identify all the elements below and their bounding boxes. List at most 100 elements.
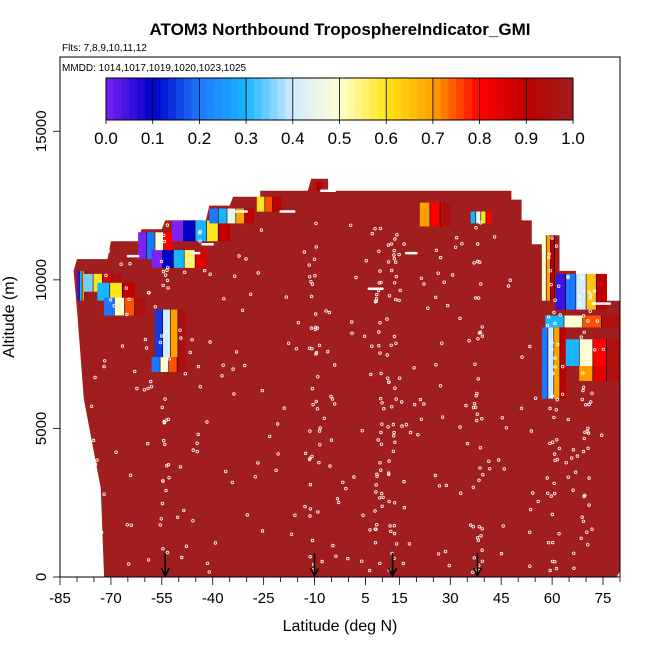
profile-sample: [127, 297, 131, 301]
profile-sample: [561, 364, 565, 369]
profile-sample: [549, 282, 553, 287]
profile-sample: [469, 523, 473, 527]
x-axis: -85 -70 -55 -40 -25 -10 5 15 30 45 60 75: [49, 577, 621, 607]
profile-sample: [582, 494, 586, 499]
profile-sample: [480, 559, 484, 563]
profile-sample: [545, 323, 550, 328]
band-3-cell: [114, 297, 126, 316]
profile-sample: [330, 397, 335, 401]
profile-sample: [557, 532, 561, 536]
colorbar-swatch: [456, 78, 465, 120]
band-18-cell: [579, 339, 594, 366]
band-18-cell: [606, 339, 620, 366]
band-16-cell: [601, 315, 620, 328]
band-10-cell: [256, 196, 266, 212]
profile-sample: [548, 441, 552, 446]
profile-sample: [587, 290, 591, 294]
profile-sample: [467, 339, 471, 343]
profile-sample: [480, 527, 484, 531]
profile-sample: [126, 562, 131, 566]
profile-sample: [566, 475, 570, 479]
band-17-cell: [553, 327, 561, 399]
flights-note: Flts: 7,8,9,10,11,12: [62, 43, 147, 54]
profile-sample: [385, 317, 389, 321]
profile-sample: [93, 375, 97, 380]
profile-sample: [393, 386, 397, 390]
profile-sample: [144, 346, 149, 350]
chart-title: ATOM3 Northbound TroposphereIndicator_GM…: [150, 20, 531, 39]
profile-sample: [379, 468, 383, 472]
profile-sample: [102, 359, 107, 363]
profile-sample: [315, 326, 320, 330]
profile-sample: [477, 478, 481, 482]
profile-sample: [547, 256, 551, 260]
profile-sample: [244, 257, 248, 261]
colorbar-swatch: [409, 78, 418, 120]
profile-sample: [296, 321, 301, 325]
profile-sample: [553, 365, 557, 369]
profile-sample: [601, 347, 605, 351]
profile-sample: [475, 391, 479, 396]
profile-sample: [274, 468, 278, 473]
profile-sample: [459, 491, 463, 495]
profile-arrow: [160, 553, 170, 577]
profile-sample: [407, 542, 412, 546]
profile-sample: [564, 249, 569, 253]
colorbar-swatch: [269, 78, 278, 120]
profile-sample: [361, 513, 365, 517]
profile-sample: [590, 527, 594, 531]
profile-sample: [326, 349, 330, 354]
colorbar-swatch: [557, 78, 566, 120]
profile-sample: [163, 397, 167, 401]
profile-sample: [390, 268, 394, 273]
profile-sample: [392, 531, 397, 536]
profile-sample: [337, 500, 341, 505]
profile-sample: [529, 507, 533, 512]
colorbar-tick-label: 0.0: [94, 129, 118, 148]
profile-sample: [504, 426, 509, 430]
profile-sample: [587, 402, 591, 407]
band-17-cell: [547, 327, 555, 399]
profile-sample: [256, 461, 260, 465]
profile-sample: [310, 454, 314, 459]
profile-sample: [164, 488, 168, 493]
profile-sample: [440, 341, 444, 345]
band-11-cell: [317, 181, 322, 191]
band-9-cell: [218, 208, 228, 224]
profile-sample: [328, 464, 332, 468]
profile-sample: [167, 357, 171, 361]
colorbar-swatch: [417, 78, 426, 120]
band-16-cell: [564, 315, 584, 328]
profile-sample: [373, 541, 378, 545]
profile-sample: [309, 294, 314, 299]
profile-sample: [436, 271, 440, 275]
profile-sample: [577, 293, 581, 298]
profile-sample: [475, 418, 479, 423]
profile-sample: [588, 309, 592, 313]
profile-sample: [533, 396, 538, 400]
colorbar-swatch: [191, 78, 200, 120]
profile-sample: [557, 446, 562, 451]
profile-sample: [465, 441, 470, 446]
profile-sample: [175, 515, 180, 519]
profile-sample: [161, 479, 165, 483]
profile-sample: [320, 559, 324, 564]
profile-sample: [120, 344, 125, 348]
profile-sample: [460, 241, 464, 246]
profile-sample: [471, 570, 475, 574]
profile-sample: [588, 296, 592, 300]
profile-sample: [499, 551, 504, 556]
band-12-cell: [440, 202, 451, 227]
colorbar-swatch: [285, 78, 294, 120]
profile-sample: [394, 341, 398, 345]
profile-sample: [378, 226, 383, 231]
profile-sample: [536, 499, 540, 504]
profile-sample: [380, 504, 384, 508]
profile-sample: [472, 556, 476, 560]
profile-sample: [322, 416, 326, 420]
colorbar-tick-label: 0.5: [328, 129, 352, 148]
x-tick-label: 75: [595, 590, 612, 607]
colorbar-swatch: [378, 78, 387, 120]
profile-sample: [553, 321, 557, 326]
colorbar-swatch: [347, 78, 356, 120]
